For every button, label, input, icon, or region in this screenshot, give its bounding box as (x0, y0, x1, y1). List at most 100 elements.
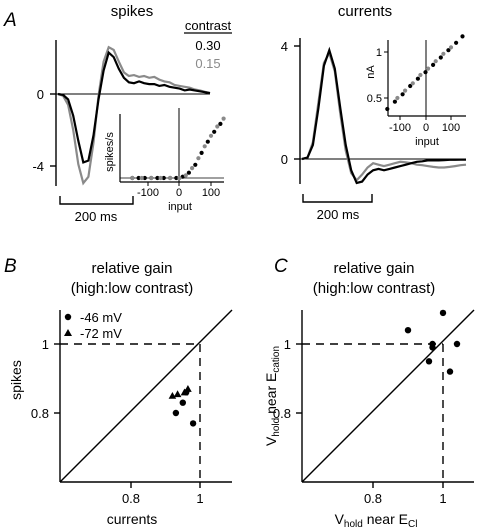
currents-inset-point-0.15-3 (418, 72, 423, 78)
currents-inset-point-0.15-5 (433, 59, 438, 64)
currents-inset-ytick-1: 1 (376, 47, 382, 59)
panel-c-ytick-1: 1 (284, 337, 291, 352)
panel-c-xtick-1: 1 (439, 491, 446, 506)
panel-c-xtick-0.8: 0.8 (364, 491, 382, 506)
spikes-inset-point-0.15-10 (208, 133, 214, 138)
spikes-inset-point-0.15-4 (168, 175, 173, 181)
currents-scalebar-label: 200 ms (317, 207, 360, 222)
panel-b-circle-point-1 (179, 399, 186, 406)
spikes-scalebar-label: 200 ms (75, 209, 118, 224)
spikes-inset-point-0.30-14 (218, 121, 223, 126)
currents-inset-point-0.30-3 (408, 83, 413, 89)
currents-inset-point-0.30-2 (400, 92, 405, 97)
currents-inset: 1 0.5 nA -100 0 100 input (365, 34, 466, 148)
spikes-inset-point-0.15-12 (221, 116, 226, 121)
spikes-inset-point-0.30-13 (212, 129, 217, 134)
spikes-inset-point-0.15-9 (202, 144, 207, 149)
spikes-inset: -100 0 100 input spikes/s (104, 108, 226, 213)
spikes-inset-xtick-100: 100 (202, 187, 220, 199)
currents-scalebar (302, 194, 373, 203)
panel-b-title-line2: (high:low contrast) (71, 280, 194, 297)
spikes-title: spikes (111, 3, 154, 20)
panel-c-title-line1: relative gain (334, 260, 415, 277)
spikes-inset-point-0.30-7 (174, 175, 179, 181)
spikes-inset-point-0.15-1 (139, 175, 144, 181)
panel-c-title-line2: (high:low contrast) (313, 280, 436, 297)
spikes-inset-point-0.15-6 (183, 173, 188, 178)
currents-inset-point-0.30-9 (454, 40, 459, 45)
panel-b-xtick-0.8: 0.8 (122, 491, 140, 506)
panel-c-point-5 (446, 368, 454, 375)
spikes-inset-point-0.15-8 (196, 156, 201, 161)
spikes-inset-point-0.30-11 (199, 150, 204, 155)
panel-b-plot: relative gain (high:low contrast) 1 0.8 … (8, 260, 233, 527)
currents-inset-ytick-0.5: 0.5 (367, 93, 382, 105)
currents-plot: currents 4 0 200 ms 1 0.5 nA -100 0 100 … (281, 3, 467, 222)
panel-b-triangle-point-2 (180, 388, 189, 396)
panel-c-point-1 (439, 309, 447, 317)
spikes-inset-point-0.15-11 (215, 124, 220, 129)
currents-title: currents (338, 3, 392, 20)
panel-c-ylabel: Vhold near Ecation (263, 346, 282, 446)
spikes-trace-0.15 (57, 45, 211, 186)
currents-inset-point-0.15-2 (410, 81, 415, 86)
spikes-ytick-0: 0 (37, 87, 44, 102)
spikes-ytick-neg4: -4 (32, 159, 44, 174)
spikes-inset-point-0.30-2 (142, 175, 147, 181)
currents-inset-xtick-neg100: -100 (389, 122, 411, 134)
contrast-legend-0.30: 0.30 (195, 38, 220, 53)
currents-inset-point-0.30-7 (438, 55, 443, 60)
panel-b-title-line1: relative gain (92, 260, 173, 277)
spikes-trace-0.30 (57, 50, 211, 164)
currents-inset-point-0.30-5 (423, 70, 428, 75)
currents-inset-point-0.15-7 (448, 45, 454, 50)
currents-inset-point-0.15-6 (441, 51, 446, 56)
spikes-plot: spikes 0 -4 contrast 0.30 0.15 200 ms -1… (32, 3, 232, 224)
currents-inset-point-0.30-6 (431, 62, 436, 67)
spikes-inset-point-0.15-7 (190, 166, 195, 171)
panel-b-unity-line (59, 309, 233, 483)
panel-b-legend-triangle-marker (64, 329, 72, 336)
panel-b-circle-point-3 (189, 420, 197, 427)
panel-c-point-3 (429, 344, 436, 351)
panel-c-point-0 (404, 327, 412, 334)
spikes-inset-xtick-neg100: -100 (137, 187, 159, 199)
panel-b-triangle-point-3 (184, 385, 192, 392)
panel-b-legend-46mv: -46 mV (80, 310, 122, 325)
currents-inset-ylabel: nA (365, 65, 377, 79)
currents-inset-point-0.15-0 (395, 95, 400, 101)
panel-c-plot: relative gain (high:low contrast) 1 0.8 … (263, 260, 475, 530)
spikes-inset-point-0.30-1 (136, 175, 141, 181)
spikes-inset-point-0.15-2 (149, 175, 154, 181)
currents-ytick-0: 0 (281, 152, 288, 167)
panel-b-legend-circle-marker (64, 313, 72, 321)
panel-b-ytick-0.8: 0.8 (31, 406, 49, 421)
currents-ytick-4: 4 (281, 39, 288, 54)
spikes-scalebar (59, 196, 134, 205)
spikes-inset-point-0.30-4 (155, 175, 160, 181)
currents-inset-xtick-0: 0 (423, 122, 429, 134)
panel-letter-b: B (4, 256, 17, 277)
panel-letter-a: A (3, 10, 17, 31)
spikes-inset-ylabel: spikes/s (104, 132, 116, 172)
panel-b-triangle-point-1 (173, 390, 182, 398)
currents-inset-point-0.15-1 (403, 88, 408, 93)
panel-c-xlabel: Vhold near ECl (335, 511, 418, 530)
currents-inset-point-0.30-1 (392, 99, 397, 104)
spikes-inset-point-0.30-9 (186, 170, 191, 175)
spikes-inset-point-0.15-5 (177, 175, 182, 181)
spikes-inset-point-0.15-3 (158, 175, 163, 181)
currents-trace-0.30 (301, 46, 466, 185)
panel-c-point-6 (453, 340, 461, 348)
currents-inset-point-0.30-4 (415, 76, 420, 81)
contrast-legend-title: contrast (185, 18, 232, 33)
panel-b-ylabel: spikes (8, 360, 24, 400)
currents-inset-point-0.30-8 (446, 48, 451, 53)
panel-c-unity-line (301, 309, 475, 483)
currents-inset-point-0.30-10 (460, 34, 465, 39)
panel-c-ytick-0.8: 0.8 (273, 406, 291, 421)
panel-b-xtick-1: 1 (196, 491, 203, 506)
panel-c-point-4 (425, 358, 433, 365)
panel-b-legend-72mv: -72 mV (80, 326, 122, 341)
